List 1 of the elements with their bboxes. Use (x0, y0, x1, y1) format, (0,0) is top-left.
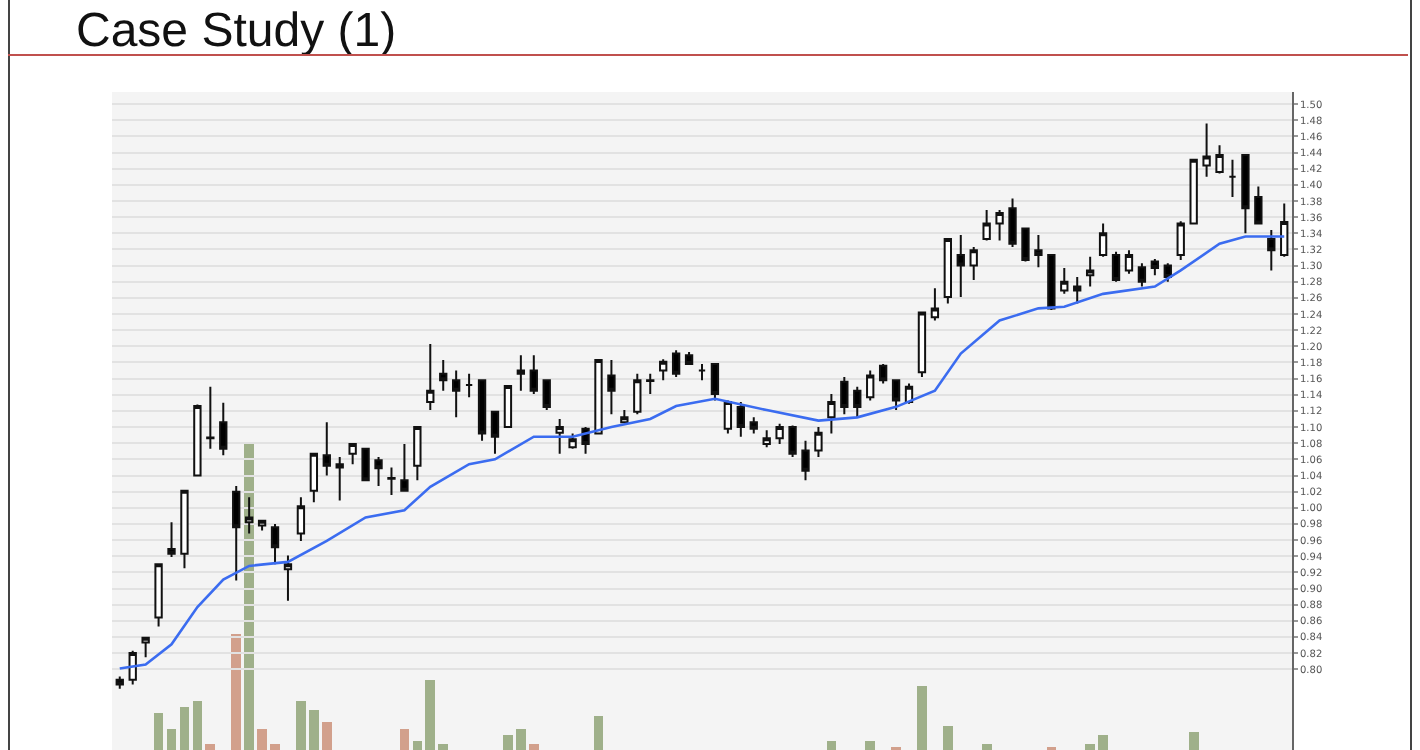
chart-title: Case Study (1) (76, 4, 397, 60)
